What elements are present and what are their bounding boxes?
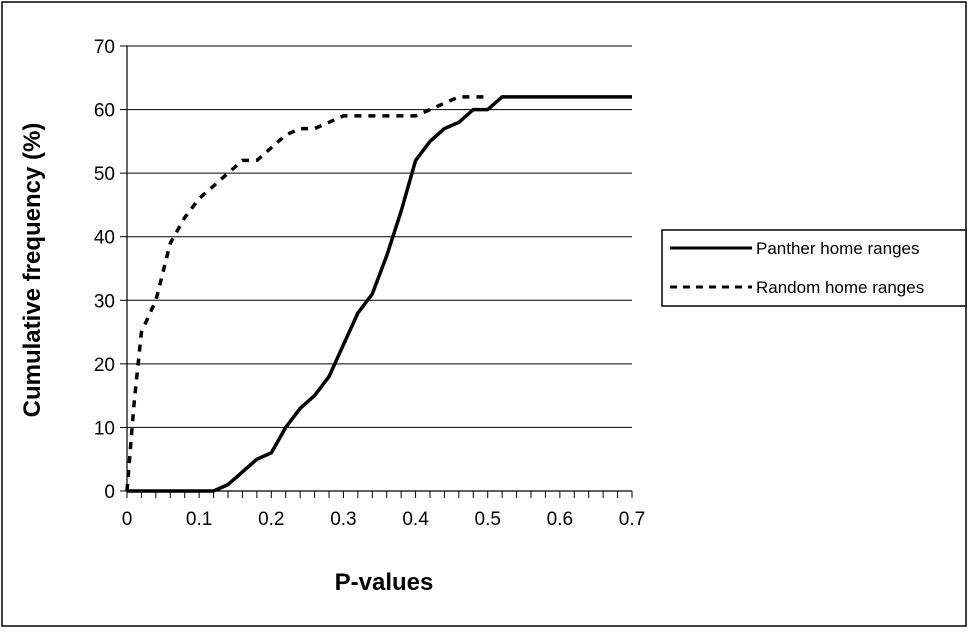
x-axis-title: P-values — [335, 569, 434, 596]
legend-box — [661, 229, 967, 307]
legend-label-random: Random home ranges — [756, 278, 924, 297]
x-tick-label: 0.4 — [402, 509, 429, 530]
x-tick-label: 0.6 — [547, 509, 573, 530]
legend-label-panther: Panther home ranges — [756, 239, 920, 258]
x-tick-label: 0.5 — [475, 509, 501, 530]
x-tick-label: 0.1 — [186, 509, 212, 530]
y-tick-label: 30 — [94, 291, 115, 312]
x-tick-label: 0.2 — [258, 509, 284, 530]
x-tick-label: 0.7 — [619, 509, 645, 530]
y-tick-label: 50 — [94, 164, 115, 185]
gridlines — [127, 45, 632, 428]
y-tick-label: 20 — [94, 355, 115, 376]
x-tick-label: 0 — [122, 509, 133, 530]
legend: Panther home ranges Random home ranges — [661, 229, 967, 307]
series-lines — [125, 95, 632, 493]
y-tick-label: 40 — [94, 228, 115, 249]
series-line-random — [125, 95, 488, 492]
y-tick-label: 10 — [94, 418, 115, 439]
y-tick-label: 60 — [94, 101, 115, 122]
axes: 0 10 20 30 40 50 60 70 0 0.1 0.2 0.3 0.4 0.5 0.6 0.7 — [94, 37, 645, 530]
y-axis-title: Cumulative frequency (%) — [19, 123, 46, 418]
y-tick-label: 70 — [94, 37, 115, 58]
y-tick-label: 0 — [104, 482, 115, 503]
x-tick-label: 0.3 — [330, 509, 356, 530]
series-line-panther — [127, 95, 632, 493]
